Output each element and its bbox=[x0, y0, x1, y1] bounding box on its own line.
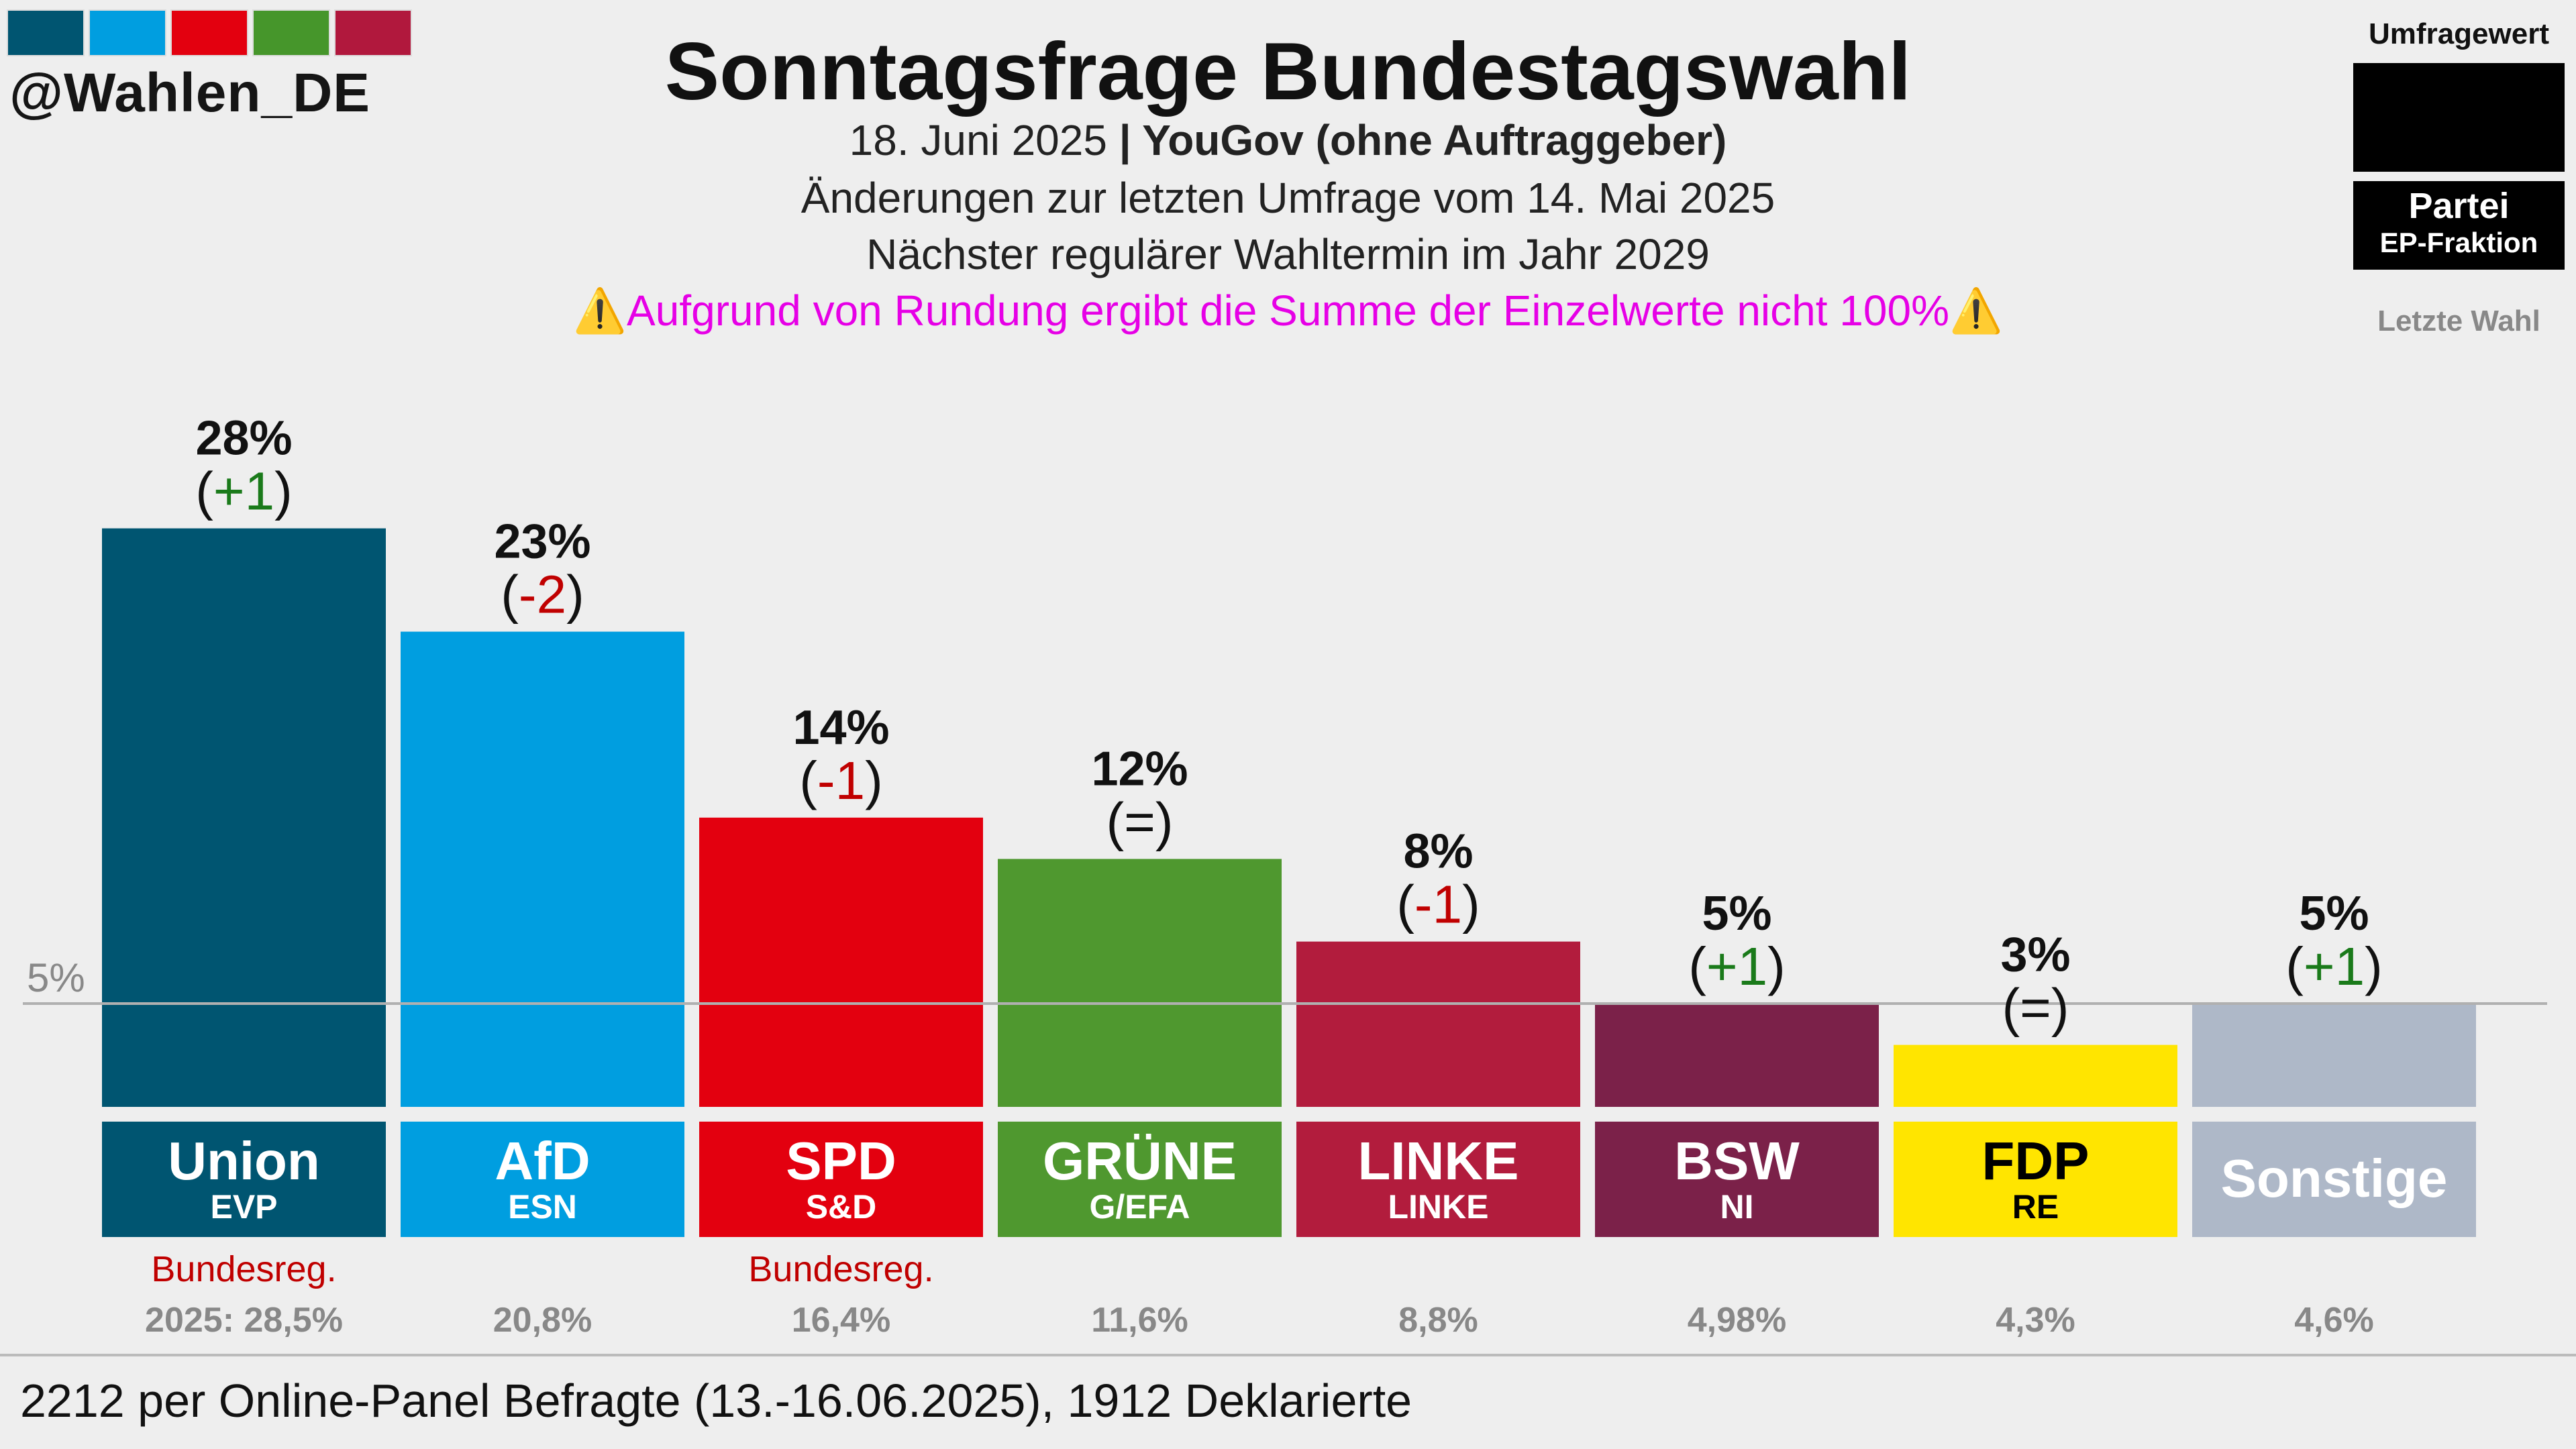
party-name: Union bbox=[168, 1131, 320, 1191]
faction-name: RE bbox=[2012, 1188, 2059, 1226]
logo-swatch-4 bbox=[252, 9, 330, 56]
faction-name: NI bbox=[1720, 1188, 1754, 1226]
logo-swatch-2 bbox=[89, 9, 166, 56]
changes-note: Änderungen zur letzten Umfrage vom 14. M… bbox=[801, 174, 1775, 222]
poll-info: 18. Juni 2025 | YouGov (ohne Auftraggebe… bbox=[0, 115, 2576, 165]
value-label: 14% bbox=[792, 701, 889, 755]
party-label-box bbox=[2192, 1122, 2476, 1237]
change-label: (+1) bbox=[1688, 936, 1786, 996]
party-label-box bbox=[1296, 1122, 1580, 1237]
threshold-label: 5% bbox=[27, 955, 85, 1000]
value-label: 28% bbox=[195, 412, 292, 466]
party-name: Sonstige bbox=[2221, 1148, 2448, 1208]
faction-name: LINKE bbox=[1388, 1188, 1489, 1226]
legend-party-label: Partei bbox=[2408, 186, 2510, 226]
bar-grüne bbox=[998, 859, 1282, 1107]
party-label-box bbox=[1894, 1122, 2177, 1237]
bar-sonstige bbox=[2192, 1004, 2476, 1107]
value-label: 12% bbox=[1091, 742, 1188, 796]
sample-info: 2212 per Online-Panel Befragte (13.-16.0… bbox=[20, 1375, 1412, 1427]
logo-color-strip bbox=[7, 9, 412, 56]
party-label-box bbox=[998, 1122, 1282, 1237]
faction-name: ESN bbox=[508, 1188, 577, 1226]
change-label: (-1) bbox=[1396, 875, 1480, 934]
bar-bsw bbox=[1595, 1004, 1879, 1107]
bar-afd bbox=[401, 631, 684, 1107]
poll-separator: | bbox=[1106, 116, 1143, 164]
change-label: (+1) bbox=[195, 462, 293, 521]
last-election-value: 11,6% bbox=[1091, 1301, 1188, 1340]
change-label: (=) bbox=[2002, 978, 2069, 1038]
party-label-box bbox=[102, 1122, 386, 1237]
bar-union bbox=[102, 528, 386, 1107]
value-label: 5% bbox=[1702, 887, 1771, 941]
party-name: LINKE bbox=[1358, 1131, 1519, 1191]
change-label: (+1) bbox=[2285, 936, 2383, 996]
pollster: YouGov (ohne Auftraggeber) bbox=[1142, 116, 1727, 164]
legend-last-election-label: Letzte Wahl bbox=[2377, 305, 2540, 337]
last-election-value: 8,8% bbox=[1398, 1301, 1478, 1340]
change-label: (=) bbox=[1106, 792, 1174, 851]
value-label: 8% bbox=[1403, 825, 1473, 879]
legend-bar-swatch bbox=[2353, 63, 2565, 172]
rounding-note: Aufgrund von Rundung ergibt die Summe de… bbox=[627, 286, 1949, 335]
value-label: 23% bbox=[494, 515, 590, 569]
change-label: (-1) bbox=[799, 751, 882, 810]
value-label: 5% bbox=[2299, 887, 2369, 941]
party-name: FDP bbox=[1982, 1131, 2090, 1191]
faction-name: EVP bbox=[210, 1188, 277, 1226]
next-election-note: Nächster regulärer Wahltermin im Jahr 20… bbox=[866, 230, 1710, 278]
government-label: Bundesreg. bbox=[748, 1249, 933, 1289]
legend-party-box: Partei EP-Fraktion bbox=[2353, 181, 2565, 270]
logo-swatch-5 bbox=[334, 9, 412, 56]
party-label-box bbox=[699, 1122, 983, 1237]
party-name: AfD bbox=[495, 1131, 590, 1191]
bar-linke bbox=[1296, 941, 1580, 1107]
logo-swatch-1 bbox=[7, 9, 85, 56]
party-name: BSW bbox=[1674, 1131, 1800, 1191]
last-election-value: 4,3% bbox=[1996, 1301, 2075, 1340]
government-label: Bundesreg. bbox=[151, 1249, 336, 1289]
last-election-value: 4,98% bbox=[1688, 1301, 1786, 1340]
last-election-value: 20,8% bbox=[493, 1301, 592, 1340]
warning-icon: ⚠️ bbox=[1949, 286, 2003, 335]
faction-name: S&D bbox=[806, 1188, 877, 1226]
warning-icon: ⚠️ bbox=[573, 286, 627, 335]
chart-title: Sonntagsfrage Bundestagswahl bbox=[664, 25, 1912, 117]
change-label: (-2) bbox=[501, 565, 584, 625]
party-name: GRÜNE bbox=[1043, 1131, 1237, 1191]
bar-fdp bbox=[1894, 1044, 2177, 1107]
last-election-value: 4,6% bbox=[2294, 1301, 2374, 1340]
party-label-box bbox=[1595, 1122, 1879, 1237]
legend-faction-label: EP-Fraktion bbox=[2379, 227, 2538, 258]
legend-poll-value-label: Umfragewert bbox=[2369, 17, 2549, 50]
value-label: 3% bbox=[2000, 928, 2070, 982]
party-name: SPD bbox=[786, 1131, 896, 1191]
last-election-value: 2025: 28,5% bbox=[145, 1301, 343, 1340]
last-election-value: 16,4% bbox=[792, 1301, 890, 1340]
bar-spd bbox=[699, 817, 983, 1107]
footer-divider bbox=[0, 1354, 2576, 1356]
account-handle: @Wahlen_DE bbox=[9, 62, 370, 123]
rounding-warning: ⚠️Aufgrund von Rundung ergibt die Summe … bbox=[0, 286, 2576, 336]
logo-swatch-3 bbox=[170, 9, 248, 56]
faction-name: G/EFA bbox=[1089, 1188, 1190, 1226]
party-label-box bbox=[401, 1122, 684, 1237]
poll-date: 18. Juni 2025 bbox=[849, 116, 1107, 164]
